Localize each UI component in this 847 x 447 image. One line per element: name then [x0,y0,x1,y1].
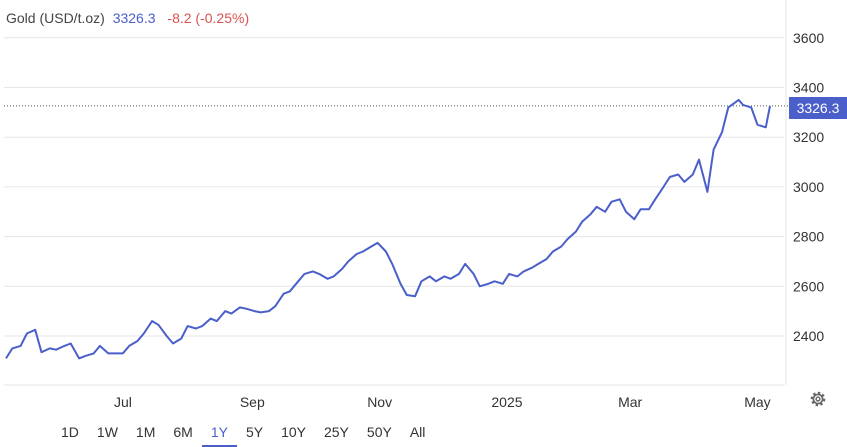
last-price-tag: 3326.3 [789,97,847,119]
range-button-1m[interactable]: 1M [135,424,156,440]
x-tick-label: Nov [367,394,392,410]
range-button-5y[interactable]: 5Y [245,424,264,440]
y-tick-label: 3200 [793,129,824,145]
chart-header: Gold (USD/t.oz) 3326.3 -8.2 (-0.25%) [6,10,249,26]
range-button-1w[interactable]: 1W [96,424,118,440]
y-tick-label: 2800 [793,229,824,245]
x-tick-label: 2025 [491,394,522,410]
y-tick-label: 3400 [793,80,824,96]
y-axis: 2400 2600 2800 3000 3200 3400 3600 [793,30,824,344]
range-button-all[interactable]: All [409,424,426,440]
gear-icon[interactable] [808,389,828,409]
current-price: 3326.3 [112,10,156,26]
price-change: -8.2 (-0.25%) [167,10,250,26]
y-tick-label: 2600 [793,278,824,294]
range-selector: 1D 1W 1M 6M 1Y 5Y 10Y 25Y 50Y All [52,418,434,447]
y-tick-label: 3600 [793,30,824,46]
y-tick-label: 3000 [793,179,824,195]
range-button-10y[interactable]: 10Y [281,424,306,440]
gold-price-line[interactable] [5,98,771,360]
range-button-25y[interactable]: 25Y [323,424,349,440]
x-tick-label: Mar [618,394,642,410]
grid-lines [4,0,787,386]
x-tick-label: Sep [240,394,265,410]
range-button-6m[interactable]: 6M [173,424,193,440]
y-tick-label: 2400 [793,328,824,344]
x-tick-label: Jul [114,394,132,410]
x-tick-label: May [744,394,770,410]
range-button-1d[interactable]: 1D [61,424,79,440]
instrument-name: Gold (USD/t.oz) [6,10,105,26]
range-button-1y[interactable]: 1Y [201,418,237,447]
x-axis: Jul Sep Nov 2025 Mar May [114,394,771,410]
range-button-50y[interactable]: 50Y [366,424,392,440]
